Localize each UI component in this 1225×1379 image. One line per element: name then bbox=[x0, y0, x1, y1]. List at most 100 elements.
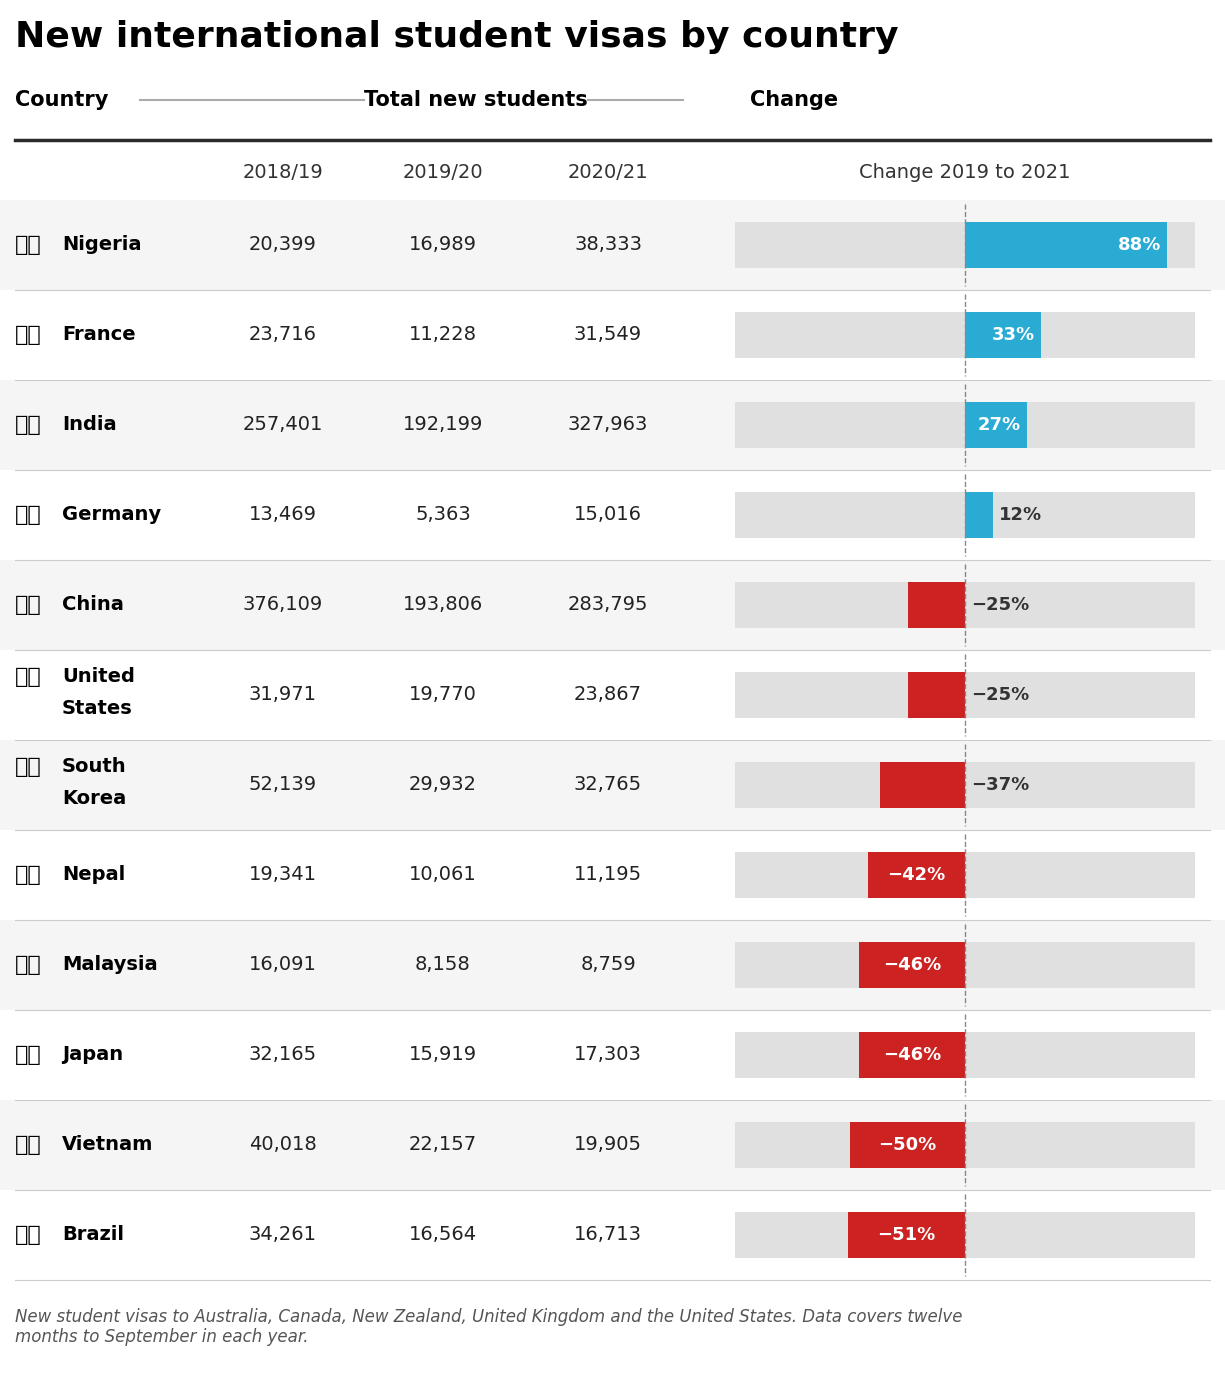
Bar bbox=[0, 830, 1225, 920]
Text: Change 2019 to 2021: Change 2019 to 2021 bbox=[859, 163, 1071, 182]
Text: 🇩🇪: 🇩🇪 bbox=[15, 505, 42, 525]
Text: −42%: −42% bbox=[888, 866, 946, 884]
Text: 19,770: 19,770 bbox=[409, 685, 477, 705]
Text: Change: Change bbox=[750, 90, 838, 110]
Bar bbox=[859, 1031, 965, 1078]
Text: −25%: −25% bbox=[971, 596, 1029, 614]
Text: 88%: 88% bbox=[1118, 236, 1161, 254]
Text: 🇫🇷: 🇫🇷 bbox=[15, 325, 42, 345]
Bar bbox=[0, 200, 1225, 290]
Bar bbox=[735, 1212, 1196, 1258]
Text: New student visas to Australia, Canada, New Zealand, United Kingdom and the Unit: New student visas to Australia, Canada, … bbox=[15, 1309, 963, 1327]
Text: New international student visas by country: New international student visas by count… bbox=[15, 21, 898, 54]
Text: 12%: 12% bbox=[998, 506, 1041, 524]
Text: 13,469: 13,469 bbox=[249, 506, 317, 524]
Bar bbox=[0, 920, 1225, 1009]
Text: South: South bbox=[62, 757, 126, 776]
Text: Country: Country bbox=[15, 90, 108, 110]
Bar bbox=[735, 1031, 1196, 1078]
Text: −25%: −25% bbox=[971, 685, 1029, 705]
Text: 🇲🇾: 🇲🇾 bbox=[15, 956, 42, 975]
Text: 31,971: 31,971 bbox=[249, 685, 317, 705]
Text: Vietnam: Vietnam bbox=[62, 1135, 153, 1154]
Text: 257,401: 257,401 bbox=[243, 415, 323, 434]
Text: Total new students: Total new students bbox=[364, 90, 587, 110]
Bar bbox=[735, 852, 1196, 898]
Text: 2020/21: 2020/21 bbox=[567, 163, 648, 182]
Bar bbox=[735, 763, 1196, 808]
Text: 🇯🇵: 🇯🇵 bbox=[15, 1045, 42, 1065]
Text: 🇺🇸: 🇺🇸 bbox=[15, 667, 42, 687]
Text: 🇨🇳: 🇨🇳 bbox=[15, 594, 42, 615]
Bar bbox=[880, 763, 965, 808]
Text: States: States bbox=[62, 699, 132, 718]
Text: 🇮🇳: 🇮🇳 bbox=[15, 415, 42, 434]
Text: 2019/20: 2019/20 bbox=[403, 163, 484, 182]
Text: 10,061: 10,061 bbox=[409, 866, 477, 884]
Text: 16,989: 16,989 bbox=[409, 236, 477, 255]
Bar bbox=[0, 650, 1225, 741]
Bar bbox=[908, 672, 965, 718]
Bar bbox=[0, 290, 1225, 381]
Text: 52,139: 52,139 bbox=[249, 775, 317, 794]
Text: 193,806: 193,806 bbox=[403, 596, 483, 615]
Text: 23,716: 23,716 bbox=[249, 325, 317, 345]
Text: 🇳🇬: 🇳🇬 bbox=[15, 234, 42, 255]
Bar bbox=[735, 1123, 1196, 1168]
Text: 22,157: 22,157 bbox=[409, 1135, 477, 1154]
Text: Japan: Japan bbox=[62, 1045, 124, 1065]
Text: 29,932: 29,932 bbox=[409, 775, 477, 794]
Bar bbox=[0, 1190, 1225, 1280]
Text: 20,399: 20,399 bbox=[249, 236, 317, 255]
Text: months to September in each year.: months to September in each year. bbox=[15, 1328, 309, 1346]
Text: 15,919: 15,919 bbox=[409, 1045, 477, 1065]
Bar bbox=[965, 492, 992, 538]
Text: 16,091: 16,091 bbox=[249, 956, 317, 975]
Text: −51%: −51% bbox=[877, 1226, 936, 1244]
Text: Nigeria: Nigeria bbox=[62, 236, 142, 255]
Text: −50%: −50% bbox=[878, 1136, 937, 1154]
Text: Malaysia: Malaysia bbox=[62, 956, 158, 975]
Text: Germany: Germany bbox=[62, 506, 162, 524]
Bar bbox=[0, 470, 1225, 560]
Bar bbox=[0, 560, 1225, 650]
Text: 19,905: 19,905 bbox=[575, 1135, 642, 1154]
Text: 32,765: 32,765 bbox=[575, 775, 642, 794]
Text: 31,549: 31,549 bbox=[575, 325, 642, 345]
Text: 34,261: 34,261 bbox=[249, 1226, 317, 1244]
Text: 40,018: 40,018 bbox=[249, 1135, 317, 1154]
Bar bbox=[850, 1123, 965, 1168]
Bar bbox=[735, 222, 1196, 268]
Bar bbox=[869, 852, 965, 898]
Text: 16,713: 16,713 bbox=[575, 1226, 642, 1244]
Bar bbox=[0, 381, 1225, 470]
Text: 19,341: 19,341 bbox=[249, 866, 317, 884]
Text: 38,333: 38,333 bbox=[575, 236, 642, 255]
Text: 327,963: 327,963 bbox=[568, 415, 648, 434]
Text: 192,199: 192,199 bbox=[403, 415, 483, 434]
Bar bbox=[735, 403, 1196, 448]
Text: Brazil: Brazil bbox=[62, 1226, 124, 1244]
Text: 283,795: 283,795 bbox=[567, 596, 648, 615]
Text: 27%: 27% bbox=[978, 416, 1022, 434]
Text: 8,759: 8,759 bbox=[581, 956, 636, 975]
Text: United: United bbox=[62, 667, 135, 687]
Text: France: France bbox=[62, 325, 136, 345]
Bar bbox=[0, 1100, 1225, 1190]
Text: Korea: Korea bbox=[62, 789, 126, 808]
Bar bbox=[965, 403, 1027, 448]
Text: 11,228: 11,228 bbox=[409, 325, 477, 345]
Text: 11,195: 11,195 bbox=[575, 866, 642, 884]
Text: India: India bbox=[62, 415, 116, 434]
Text: −37%: −37% bbox=[971, 776, 1029, 794]
Text: 🇻🇳: 🇻🇳 bbox=[15, 1135, 42, 1156]
Text: 15,016: 15,016 bbox=[575, 506, 642, 524]
Bar bbox=[735, 942, 1196, 987]
Text: 8,158: 8,158 bbox=[415, 956, 470, 975]
Bar bbox=[908, 582, 965, 627]
Text: 32,165: 32,165 bbox=[249, 1045, 317, 1065]
Text: −46%: −46% bbox=[883, 956, 941, 974]
Text: 376,109: 376,109 bbox=[243, 596, 323, 615]
Bar bbox=[859, 942, 965, 987]
Bar bbox=[965, 312, 1041, 359]
